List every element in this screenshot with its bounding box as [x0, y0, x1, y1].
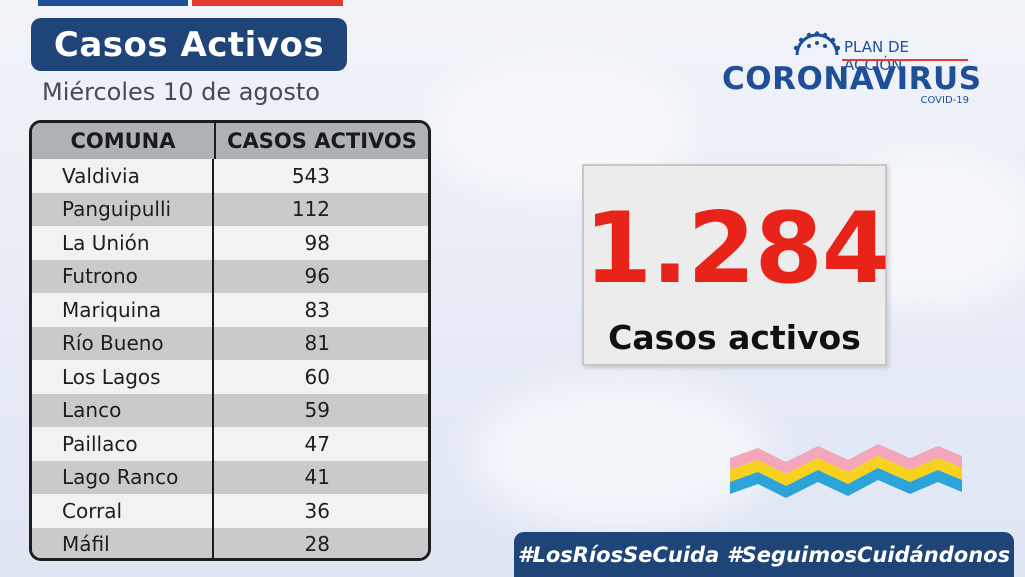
active-cases-summary: 1.284 Casos activos: [582, 164, 890, 366]
casos-cell: 60: [304, 364, 330, 389]
comuna-cell: Lago Ranco: [32, 460, 214, 494]
hashtag-banner: #LosRíosSeCuida #SeguimosCuidándonos: [514, 532, 1014, 577]
logo-name-text: CORONAVIRUS: [722, 61, 982, 97]
active-cases-number: 1.284: [584, 192, 890, 306]
column-header-casos: CASOS ACTIVOS: [227, 129, 417, 153]
comuna-cell: Los Lagos: [32, 360, 214, 394]
table-row: Valdivia 543: [32, 159, 428, 193]
table-row: Los Lagos 60: [32, 360, 428, 394]
comuna-cell: Futrono: [32, 259, 214, 293]
regional-waves-graphic: [730, 444, 962, 498]
table-row: Río Bueno 81: [32, 326, 428, 360]
comuna-cell: La Unión: [32, 226, 214, 260]
date-label: Miércoles 10 de agosto: [42, 78, 320, 106]
cases-table: COMUNA CASOS ACTIVOS Valdivia 543 Panguipu…: [29, 120, 431, 561]
casos-cell: 543: [291, 163, 330, 188]
virus-icon: [793, 31, 841, 56]
casos-cell: 96: [304, 264, 330, 289]
hashtag-seguimos: #SeguimosCuidándonos: [727, 542, 1011, 567]
casos-cell: 28: [304, 532, 330, 557]
page-title: Casos Activos: [31, 18, 347, 71]
coronavirus-plan-logo: PLAN DE ACCIÓN CORONAVIRUS COVID-19: [722, 30, 981, 110]
comuna-cell: Máfil: [32, 527, 214, 558]
table-row: Corral 36: [32, 494, 428, 528]
background-cloud: [470, 380, 770, 530]
table-row: Lanco 59: [32, 393, 428, 427]
active-cases-label: Casos activos: [608, 318, 861, 357]
comuna-cell: Valdivia: [32, 159, 214, 193]
table-row: Paillaco 47: [32, 427, 428, 461]
casos-cell: 83: [304, 297, 330, 322]
comuna-cell: Corral: [32, 494, 214, 528]
casos-cell: 41: [304, 465, 330, 490]
table-row: Lago Ranco 41: [32, 460, 428, 494]
table-row: Máfil 28: [32, 527, 428, 558]
table-row: La Unión 98: [32, 226, 428, 260]
table-header: COMUNA CASOS ACTIVOS: [32, 123, 428, 159]
logo-divider: [842, 59, 968, 61]
casos-cell: 112: [291, 197, 330, 222]
flag-stripe: [38, 0, 343, 6]
table-row: Panguipulli 112: [32, 192, 428, 226]
hashtag-los-rios: #LosRíosSeCuida: [517, 542, 720, 567]
casos-cell: 47: [304, 431, 330, 456]
casos-cell: 59: [304, 398, 330, 423]
column-header-comuna: COMUNA: [32, 123, 216, 159]
comuna-cell: Mariquina: [32, 293, 214, 327]
table-row: Mariquina 83: [32, 293, 428, 327]
logo-sub-text: COVID-19: [920, 95, 969, 106]
comuna-cell: Paillaco: [32, 427, 214, 461]
table-row: Futrono 96: [32, 259, 428, 293]
casos-cell: 36: [304, 498, 330, 523]
casos-cell: 81: [304, 331, 330, 356]
comuna-cell: Panguipulli: [32, 192, 214, 226]
comuna-cell: Río Bueno: [32, 326, 214, 360]
table-body: Valdivia 543 Panguipulli 112 La Unión 98 Futro…: [32, 159, 428, 558]
casos-cell: 98: [304, 230, 330, 255]
comuna-cell: Lanco: [32, 393, 214, 427]
